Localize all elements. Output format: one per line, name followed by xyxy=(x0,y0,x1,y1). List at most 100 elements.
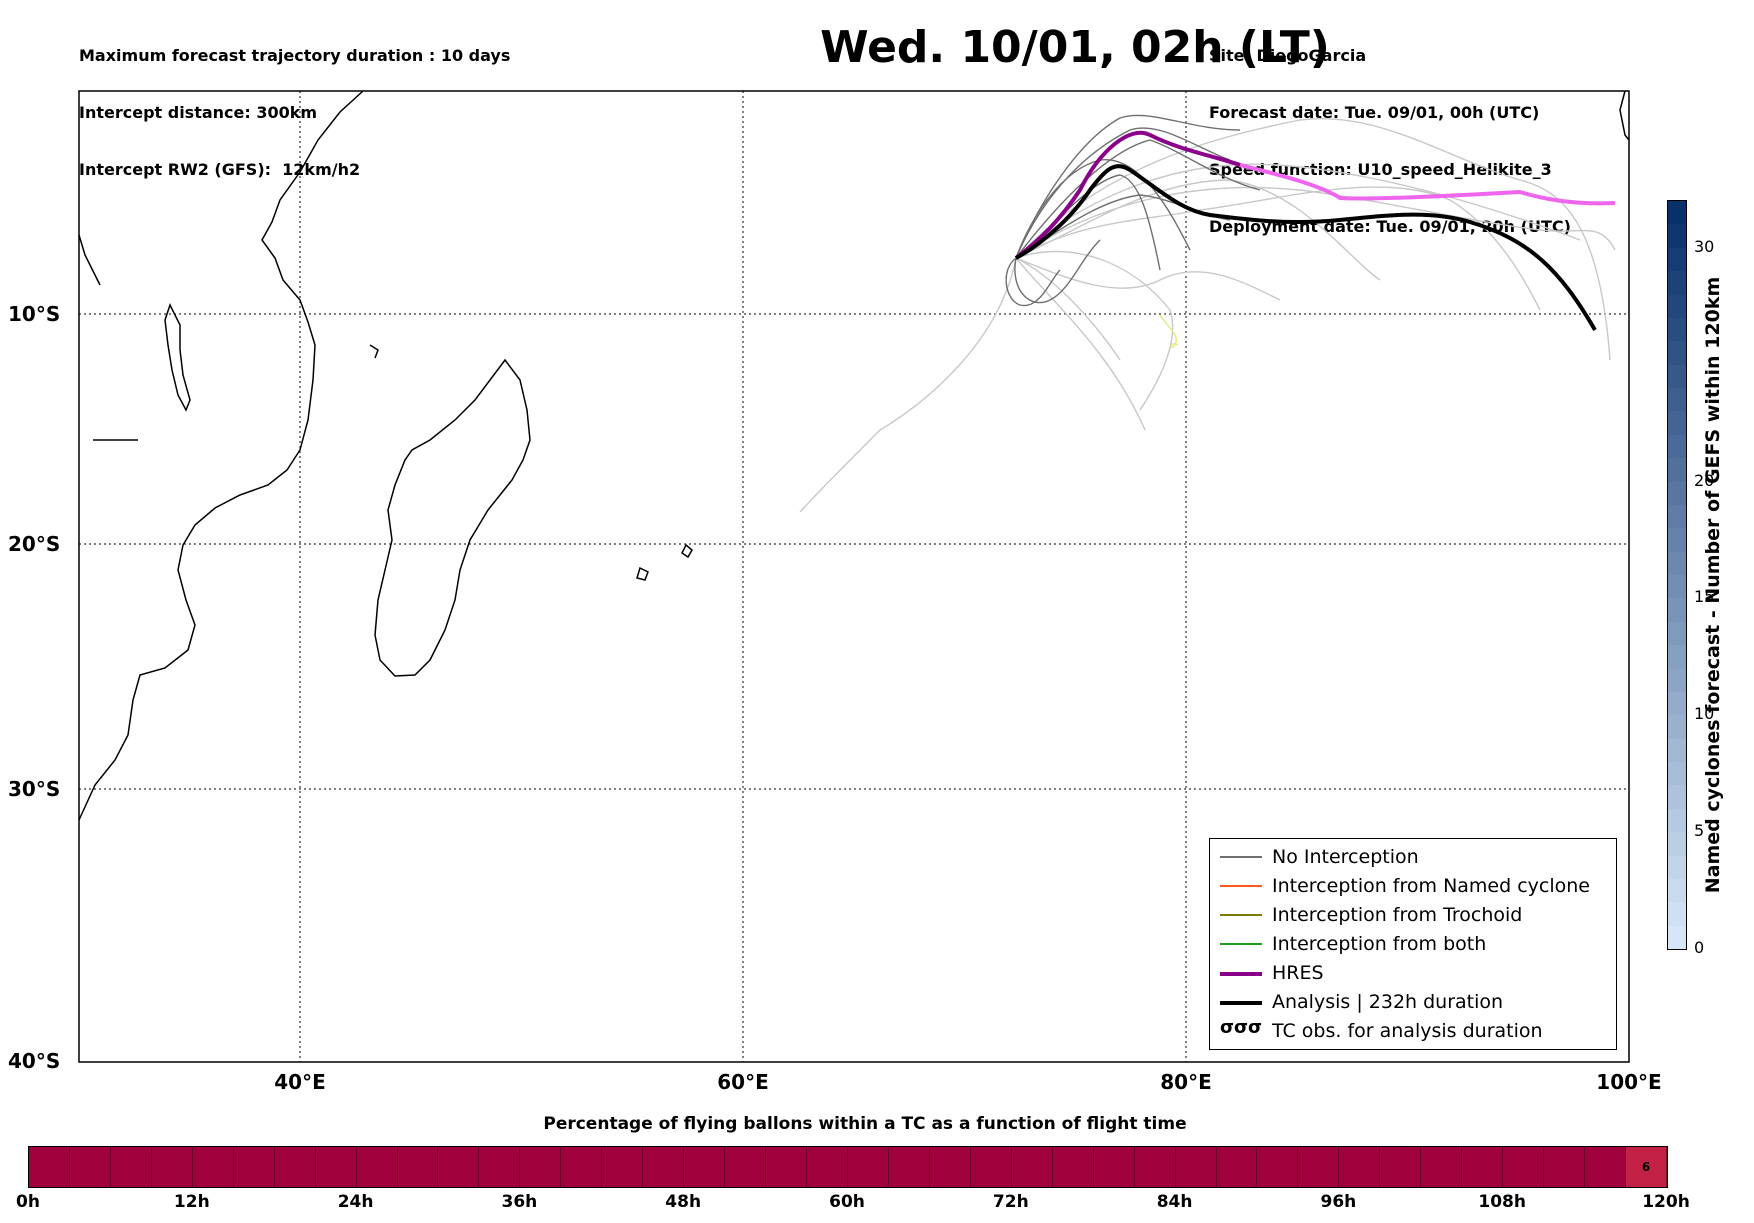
analysis-track xyxy=(1015,164,1597,332)
legend-label: Analysis | 232h duration xyxy=(1272,991,1504,1013)
no-interception-trajectories xyxy=(1005,114,1261,307)
flight-time-segment xyxy=(1011,1147,1053,1187)
colorbar-segment xyxy=(1668,855,1686,879)
page-title: Wed. 10/01, 02h (LT) xyxy=(820,22,1330,73)
colorbar-segment xyxy=(1668,247,1686,272)
flight-time-colorbar: 6 xyxy=(28,1146,1668,1188)
colorbar-segment xyxy=(1668,878,1686,903)
legend-item: No Interception xyxy=(1210,845,1616,869)
colorbar-segment xyxy=(1668,481,1686,505)
legend-label: Interception from both xyxy=(1272,933,1487,955)
colorbar-segment xyxy=(1668,387,1686,412)
colorbar-segment xyxy=(1668,504,1686,529)
legend-item: Interception from Trochoid xyxy=(1210,903,1616,927)
flight-time-segment xyxy=(561,1147,603,1187)
legend-item: Interception from both xyxy=(1210,932,1616,956)
colorbar-segment xyxy=(1668,340,1686,365)
madagascar-coast xyxy=(374,358,531,677)
forecast-date-line: Forecast date: Tue. 09/01, 00h (UTC) xyxy=(1209,103,1540,122)
lat-label-20s: 20°S xyxy=(8,532,61,556)
colorbar-segment xyxy=(1668,200,1686,225)
flight-time-segment xyxy=(1462,1147,1504,1187)
flight-time-segment xyxy=(1257,1147,1299,1187)
africa-coast xyxy=(78,90,364,821)
arabia-west-coast xyxy=(78,234,101,286)
flight-time-segment xyxy=(1216,1147,1258,1187)
colorbar-tick-label: 20 xyxy=(1694,470,1715,490)
hres-extension-track xyxy=(1239,163,1616,206)
flight-time-segment xyxy=(1175,1147,1217,1187)
colorbar-segment xyxy=(1668,668,1686,692)
lat-label-10s: 10°S xyxy=(8,302,61,326)
right-coast-fragment xyxy=(1619,90,1630,141)
flight-time-tick-label: 96h xyxy=(1320,1192,1357,1212)
named-cyclones-colorbar-label: Named cyclones forecast - Number of GEFS… xyxy=(1702,276,1724,894)
lon-label-80e: 80°E xyxy=(1160,1070,1212,1094)
flight-time-segment xyxy=(1052,1147,1094,1187)
flight-time-segment xyxy=(274,1147,316,1187)
flight-time-segment xyxy=(848,1147,889,1187)
intercept-distance-line: Intercept distance: 300km xyxy=(79,103,318,122)
flight-time-tick-label: 12h xyxy=(173,1192,210,1212)
colorbar-segment xyxy=(1668,434,1686,459)
legend-swatch xyxy=(1220,856,1262,858)
colorbar-segment xyxy=(1668,223,1686,248)
lon-label-40e: 40°E xyxy=(274,1070,326,1094)
header-left-info: Maximum forecast trajectory duration : 1… xyxy=(79,8,510,198)
deployment-date-line: Deployment date: Tue. 09/01, 20h (UTC) xyxy=(1209,217,1571,236)
flight-time-segment xyxy=(233,1147,275,1187)
comoros-island xyxy=(369,344,379,359)
flight-time-segment xyxy=(1298,1147,1340,1187)
flight-time-tick-label: 36h xyxy=(501,1192,538,1212)
legend-swatch xyxy=(1220,972,1262,976)
colorbar-segment xyxy=(1668,527,1686,552)
legend: No Interception Interception from Named c… xyxy=(1209,838,1617,1050)
colorbar-tick-label: 30 xyxy=(1694,236,1715,256)
colorbar-segment xyxy=(1668,644,1686,669)
legend-item: Analysis | 232h duration xyxy=(1210,990,1616,1014)
flight-time-segment xyxy=(684,1147,726,1187)
flight-time-segment xyxy=(69,1147,111,1187)
flight-time-tick-label: 72h xyxy=(992,1192,1029,1212)
flight-time-segment xyxy=(110,1147,152,1187)
flight-time-segment xyxy=(356,1147,398,1187)
flight-time-segment xyxy=(397,1147,439,1187)
legend-swatch xyxy=(1220,943,1262,945)
colorbar-tick-label: 0 xyxy=(1694,938,1705,957)
colorbar-tick-label: 15 xyxy=(1694,587,1715,607)
map-frame xyxy=(78,90,1630,1063)
intercept-rw2-line: Intercept RW2 (GFS): 12km/h2 xyxy=(79,160,361,179)
flight-time-tick-label: 120h xyxy=(1642,1192,1690,1212)
colorbar-tick-label: 5 xyxy=(1694,821,1705,841)
flight-time-segment xyxy=(29,1147,70,1187)
colorbar-segment xyxy=(1668,294,1686,318)
flight-time-segment xyxy=(888,1147,930,1187)
graticule xyxy=(79,91,1629,1062)
flight-time-tick-label: 24h xyxy=(337,1192,374,1212)
reunion-island xyxy=(681,543,693,559)
colorbar-segment xyxy=(1668,901,1686,926)
flight-time-segment xyxy=(192,1147,234,1187)
flight-time-segment xyxy=(1380,1147,1422,1187)
flight-time-segment xyxy=(1134,1147,1176,1187)
colorbar-segment xyxy=(1668,597,1686,622)
flight-time-segment xyxy=(643,1147,685,1187)
colorbar-segment xyxy=(1668,410,1686,435)
lon-label-60e: 60°E xyxy=(717,1070,769,1094)
flight-time-segment xyxy=(315,1147,357,1187)
flight-time-segment xyxy=(1503,1147,1545,1187)
flight-time-segment xyxy=(151,1147,193,1187)
colorbar-segment xyxy=(1668,714,1686,739)
legend-item: Interception from Named cyclone xyxy=(1210,874,1616,898)
max-duration-line: Maximum forecast trajectory duration : 1… xyxy=(79,46,511,65)
colorbar-segment xyxy=(1668,621,1686,646)
flight-time-tick-label: 60h xyxy=(829,1192,865,1212)
colorbar-segment xyxy=(1668,551,1686,575)
legend-label: Interception from Named cyclone xyxy=(1272,875,1590,897)
colorbar-segment xyxy=(1668,784,1686,809)
colorbar-segment xyxy=(1668,270,1686,295)
flight-time-segment xyxy=(1585,1147,1627,1187)
lat-label-40s: 40°S xyxy=(8,1049,61,1073)
flight-time-tick-label: 48h xyxy=(665,1192,702,1212)
